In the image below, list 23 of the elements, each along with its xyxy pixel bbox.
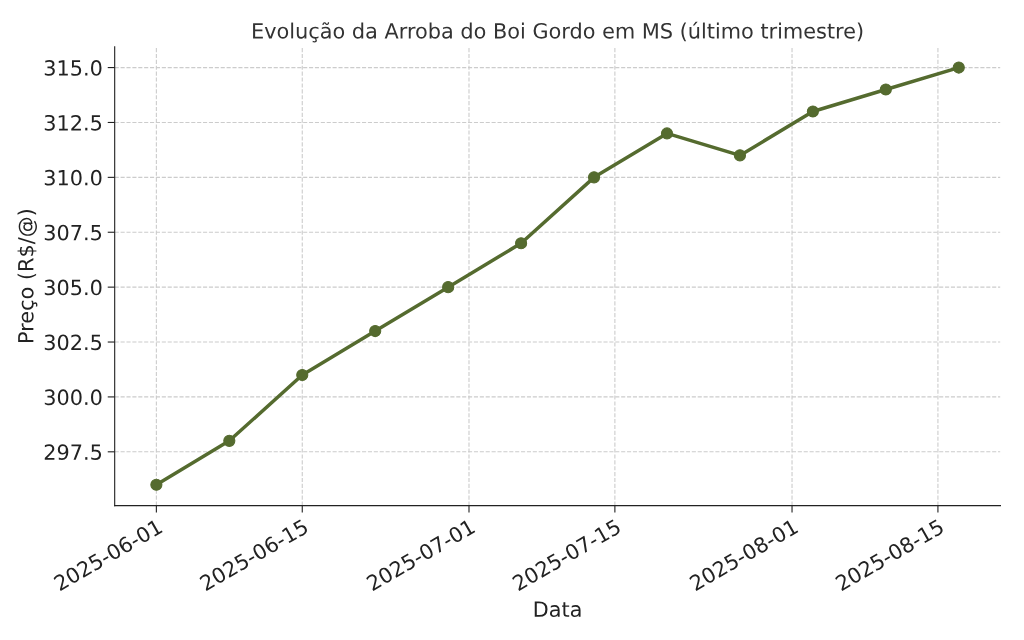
y-tick-label: 307.5: [44, 224, 102, 241]
point: [879, 83, 892, 96]
chart-title: Evolução da Arroba do Boi Gordo em MS (último trimestre): [253, 21, 863, 43]
point: [369, 324, 382, 338]
y-tick-label: 310.0: [44, 169, 102, 186]
y-tick-label: 297.5: [44, 444, 102, 461]
point: [150, 478, 163, 491]
y-tick-label: 300.0: [44, 389, 102, 406]
point: [733, 149, 747, 162]
point: [296, 368, 309, 382]
y-tick-label: 315.0: [44, 60, 102, 76]
x-axis-title: Data: [534, 601, 581, 618]
y-tick-label: 302.5: [44, 334, 102, 351]
point: [515, 237, 528, 250]
point: [806, 105, 819, 118]
point: [223, 434, 236, 447]
point: [952, 61, 965, 74]
point: [442, 281, 455, 294]
y-tick-label: 312.5: [44, 114, 102, 131]
y-tick-label: 305.0: [44, 279, 102, 296]
point: [587, 171, 601, 184]
point: [660, 127, 674, 140]
y-axis-title: Preço (R$/@): [17, 210, 38, 342]
